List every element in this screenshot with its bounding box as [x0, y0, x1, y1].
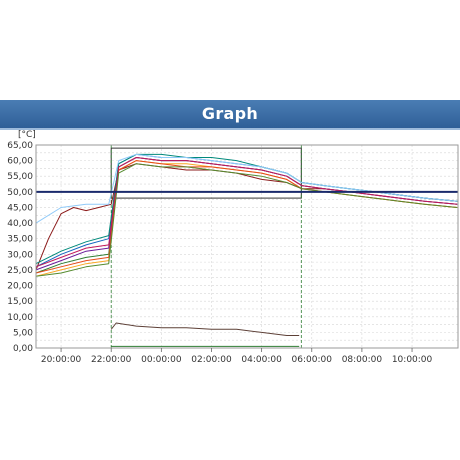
series-line [110, 322, 300, 336]
y-tick-label: 60,00 [7, 157, 33, 167]
series-line [35, 163, 458, 277]
y-tick-label: 65,00 [7, 141, 33, 151]
y-unit-label: [°C] [18, 130, 36, 140]
y-tick-label: 15,00 [7, 297, 33, 307]
y-tick-label: 10,00 [7, 313, 33, 323]
series-line [35, 153, 458, 224]
series-line [35, 157, 458, 268]
y-tick-label: 35,00 [7, 235, 33, 245]
x-tick-label: 02:00:00 [191, 355, 232, 365]
header-divider [0, 128, 460, 130]
y-tick-label: 20,00 [7, 282, 33, 292]
y-tick-label: 25,00 [7, 266, 33, 276]
plot-area [35, 144, 459, 349]
hold-window-box [110, 147, 302, 199]
graph-title: Graph [201, 104, 259, 123]
y-tick-label: 5,00 [13, 328, 33, 338]
series-layer [35, 153, 458, 347]
x-tick-labels: 20:00:00 22:00:00 00:00:00 02:00:00 04:00:00… [41, 348, 433, 365]
y-tick-label: 50,00 [7, 188, 33, 198]
hold-window-layer [110, 145, 302, 348]
y-tick-label: 40,00 [7, 219, 33, 229]
graph-header: Graph [0, 100, 460, 128]
y-tick-label: 55,00 [7, 172, 33, 182]
x-tick-label: 00:00:00 [141, 355, 182, 365]
x-tick-label: 08:00:00 [342, 355, 383, 365]
y-tick-labels: 0,00 5,00 10,00 15,00 20,00 25,00 30,00 35,00 40… [7, 141, 33, 354]
series-line [35, 160, 458, 274]
x-tick-label: 20:00:00 [41, 355, 82, 365]
x-tick-label: 10:00:00 [392, 355, 433, 365]
y-tick-label: 45,00 [7, 203, 33, 213]
x-tick-label: 06:00:00 [292, 355, 333, 365]
x-tick-label: 04:00:00 [241, 355, 282, 365]
y-tick-label: 0,00 [13, 344, 33, 354]
y-tick-label: 30,00 [7, 250, 33, 260]
series-line [35, 163, 458, 271]
x-tick-label: 22:00:00 [91, 355, 132, 365]
